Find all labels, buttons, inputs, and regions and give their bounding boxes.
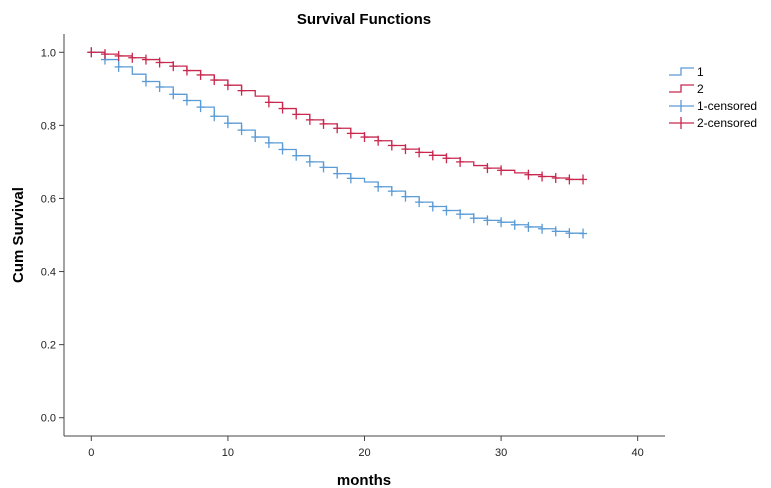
series-1-censor-mark (346, 173, 355, 184)
series-1-censor-mark (551, 226, 560, 237)
series-1-line (91, 51, 584, 234)
series-1-censor-mark (565, 228, 574, 239)
series-1-censor-mark (251, 132, 260, 143)
legend: 1 2 1-censored 2-censored (669, 65, 757, 130)
series-1-censor-mark (415, 197, 424, 208)
series-2-censor-mark (264, 97, 273, 108)
legend-item-2: 2 (669, 82, 704, 96)
x-tick-label-1: 10 (222, 447, 234, 459)
series-1-censor-mark (510, 219, 519, 230)
series-1-censor-mark (305, 156, 314, 167)
series-1-censor-mark (497, 217, 506, 228)
series-1-censor-mark (442, 205, 451, 216)
series-1-censor-mark (538, 223, 547, 234)
series-1-censor-mark (456, 209, 465, 220)
series-1-censor-mark (264, 137, 273, 148)
series-2-censor-mark (100, 49, 109, 60)
x-tick-label-4: 40 (632, 447, 644, 459)
series-2-line (91, 51, 584, 181)
legend-label: 2 (697, 82, 704, 96)
x-tick-label-2: 20 (358, 447, 370, 459)
legend-label: 1-censored (697, 99, 757, 113)
series-1-censor-mark (333, 168, 342, 179)
series-2-censor-mark (196, 69, 205, 80)
chart-title: Survival Functions (297, 11, 431, 28)
series-1-censor-mark (292, 150, 301, 161)
series-2-censor-mark (579, 174, 588, 185)
series-2-censor-mark (497, 165, 506, 176)
series-1-censor-mark (469, 213, 478, 224)
series-2-censor-mark (141, 54, 150, 65)
series-1-censor-mark (387, 186, 396, 197)
series-2-censor-mark (346, 128, 355, 139)
y-tick-label-0: 0.0 (41, 413, 56, 425)
y-tick-label-5: 1.0 (41, 47, 56, 59)
series-2-censor-mark (524, 169, 533, 180)
series-2-censor-mark (182, 65, 191, 76)
series-2-censor-mark (483, 163, 492, 174)
series-2-censor-mark (278, 103, 287, 114)
series-2-censor-mark (387, 140, 396, 151)
y-tick-label-3: 0.6 (41, 193, 56, 205)
plot-area: 0 10 20 30 40 0.0 0.2 0.4 0.6 0.8 1.0 (41, 34, 665, 459)
series-1-censor-mark (374, 181, 383, 192)
series-2-censor-mark (360, 132, 369, 143)
series-2-censor-mark (223, 80, 232, 91)
series-2-censor-mark (237, 85, 246, 96)
x-axis-label: months (337, 472, 391, 488)
series-2-censor-mark (442, 153, 451, 164)
x-tick-label-0: 0 (88, 447, 94, 459)
series-1-censor-mark (428, 201, 437, 212)
series-1-censor-mark (182, 95, 191, 106)
legend-swatch (669, 84, 694, 93)
y-axis-label: Cum Survival (10, 187, 27, 283)
series-1-censor-mark (169, 89, 178, 100)
y-tick-label-1: 0.2 (41, 340, 56, 352)
series-2-censor-mark (415, 147, 424, 158)
series-1-censor-mark (223, 118, 232, 129)
series-1-censor-mark (483, 215, 492, 226)
series-1-censor-mark (210, 111, 219, 122)
series-2-censor-mark (333, 123, 342, 134)
series-2-censor-mark (428, 150, 437, 161)
legend-item-2-censored: 2-censored (669, 116, 757, 130)
y-tick-label-4: 0.8 (41, 120, 56, 132)
series-1-censor-mark (278, 144, 287, 155)
series-2-censor-mark (210, 75, 219, 86)
series-1-censor-mark (319, 162, 328, 173)
series-2-censor-mark (551, 172, 560, 183)
series-2-censor-mark (456, 156, 465, 167)
series-2-censor-mark (87, 47, 96, 58)
series-1-censor-mark (196, 102, 205, 113)
legend-label: 1 (697, 65, 704, 79)
series-1-censor-mark (155, 81, 164, 92)
y-tick-label-2: 0.4 (41, 267, 56, 279)
legend-item-1-censored: 1-censored (669, 99, 757, 113)
series-2-censor-mark (374, 135, 383, 146)
series-2-censor-mark (155, 57, 164, 68)
series-2-censor-mark (114, 50, 123, 61)
series-1-censor-mark (524, 221, 533, 232)
series-2-censor-mark (169, 61, 178, 72)
series-1-censor-mark (114, 61, 123, 72)
series-1-censor-mark (237, 125, 246, 136)
series-2-censor-mark (305, 114, 314, 125)
x-tick-label-3: 30 (495, 447, 507, 459)
series-2-censor-mark (292, 109, 301, 120)
series-1-censor-mark (579, 228, 588, 239)
legend-swatch (669, 67, 694, 76)
series-2-censor-mark (128, 52, 137, 63)
series-2-censor-mark (538, 171, 547, 182)
series-1-censor-mark (401, 191, 410, 202)
series-2-censor-mark (319, 118, 328, 129)
series-2-censor-mark (401, 144, 410, 155)
series-2-censor-mark (565, 174, 574, 185)
legend-label: 2-censored (697, 116, 757, 130)
legend-item-1: 1 (669, 65, 704, 79)
series-1-censor-mark (141, 76, 150, 87)
